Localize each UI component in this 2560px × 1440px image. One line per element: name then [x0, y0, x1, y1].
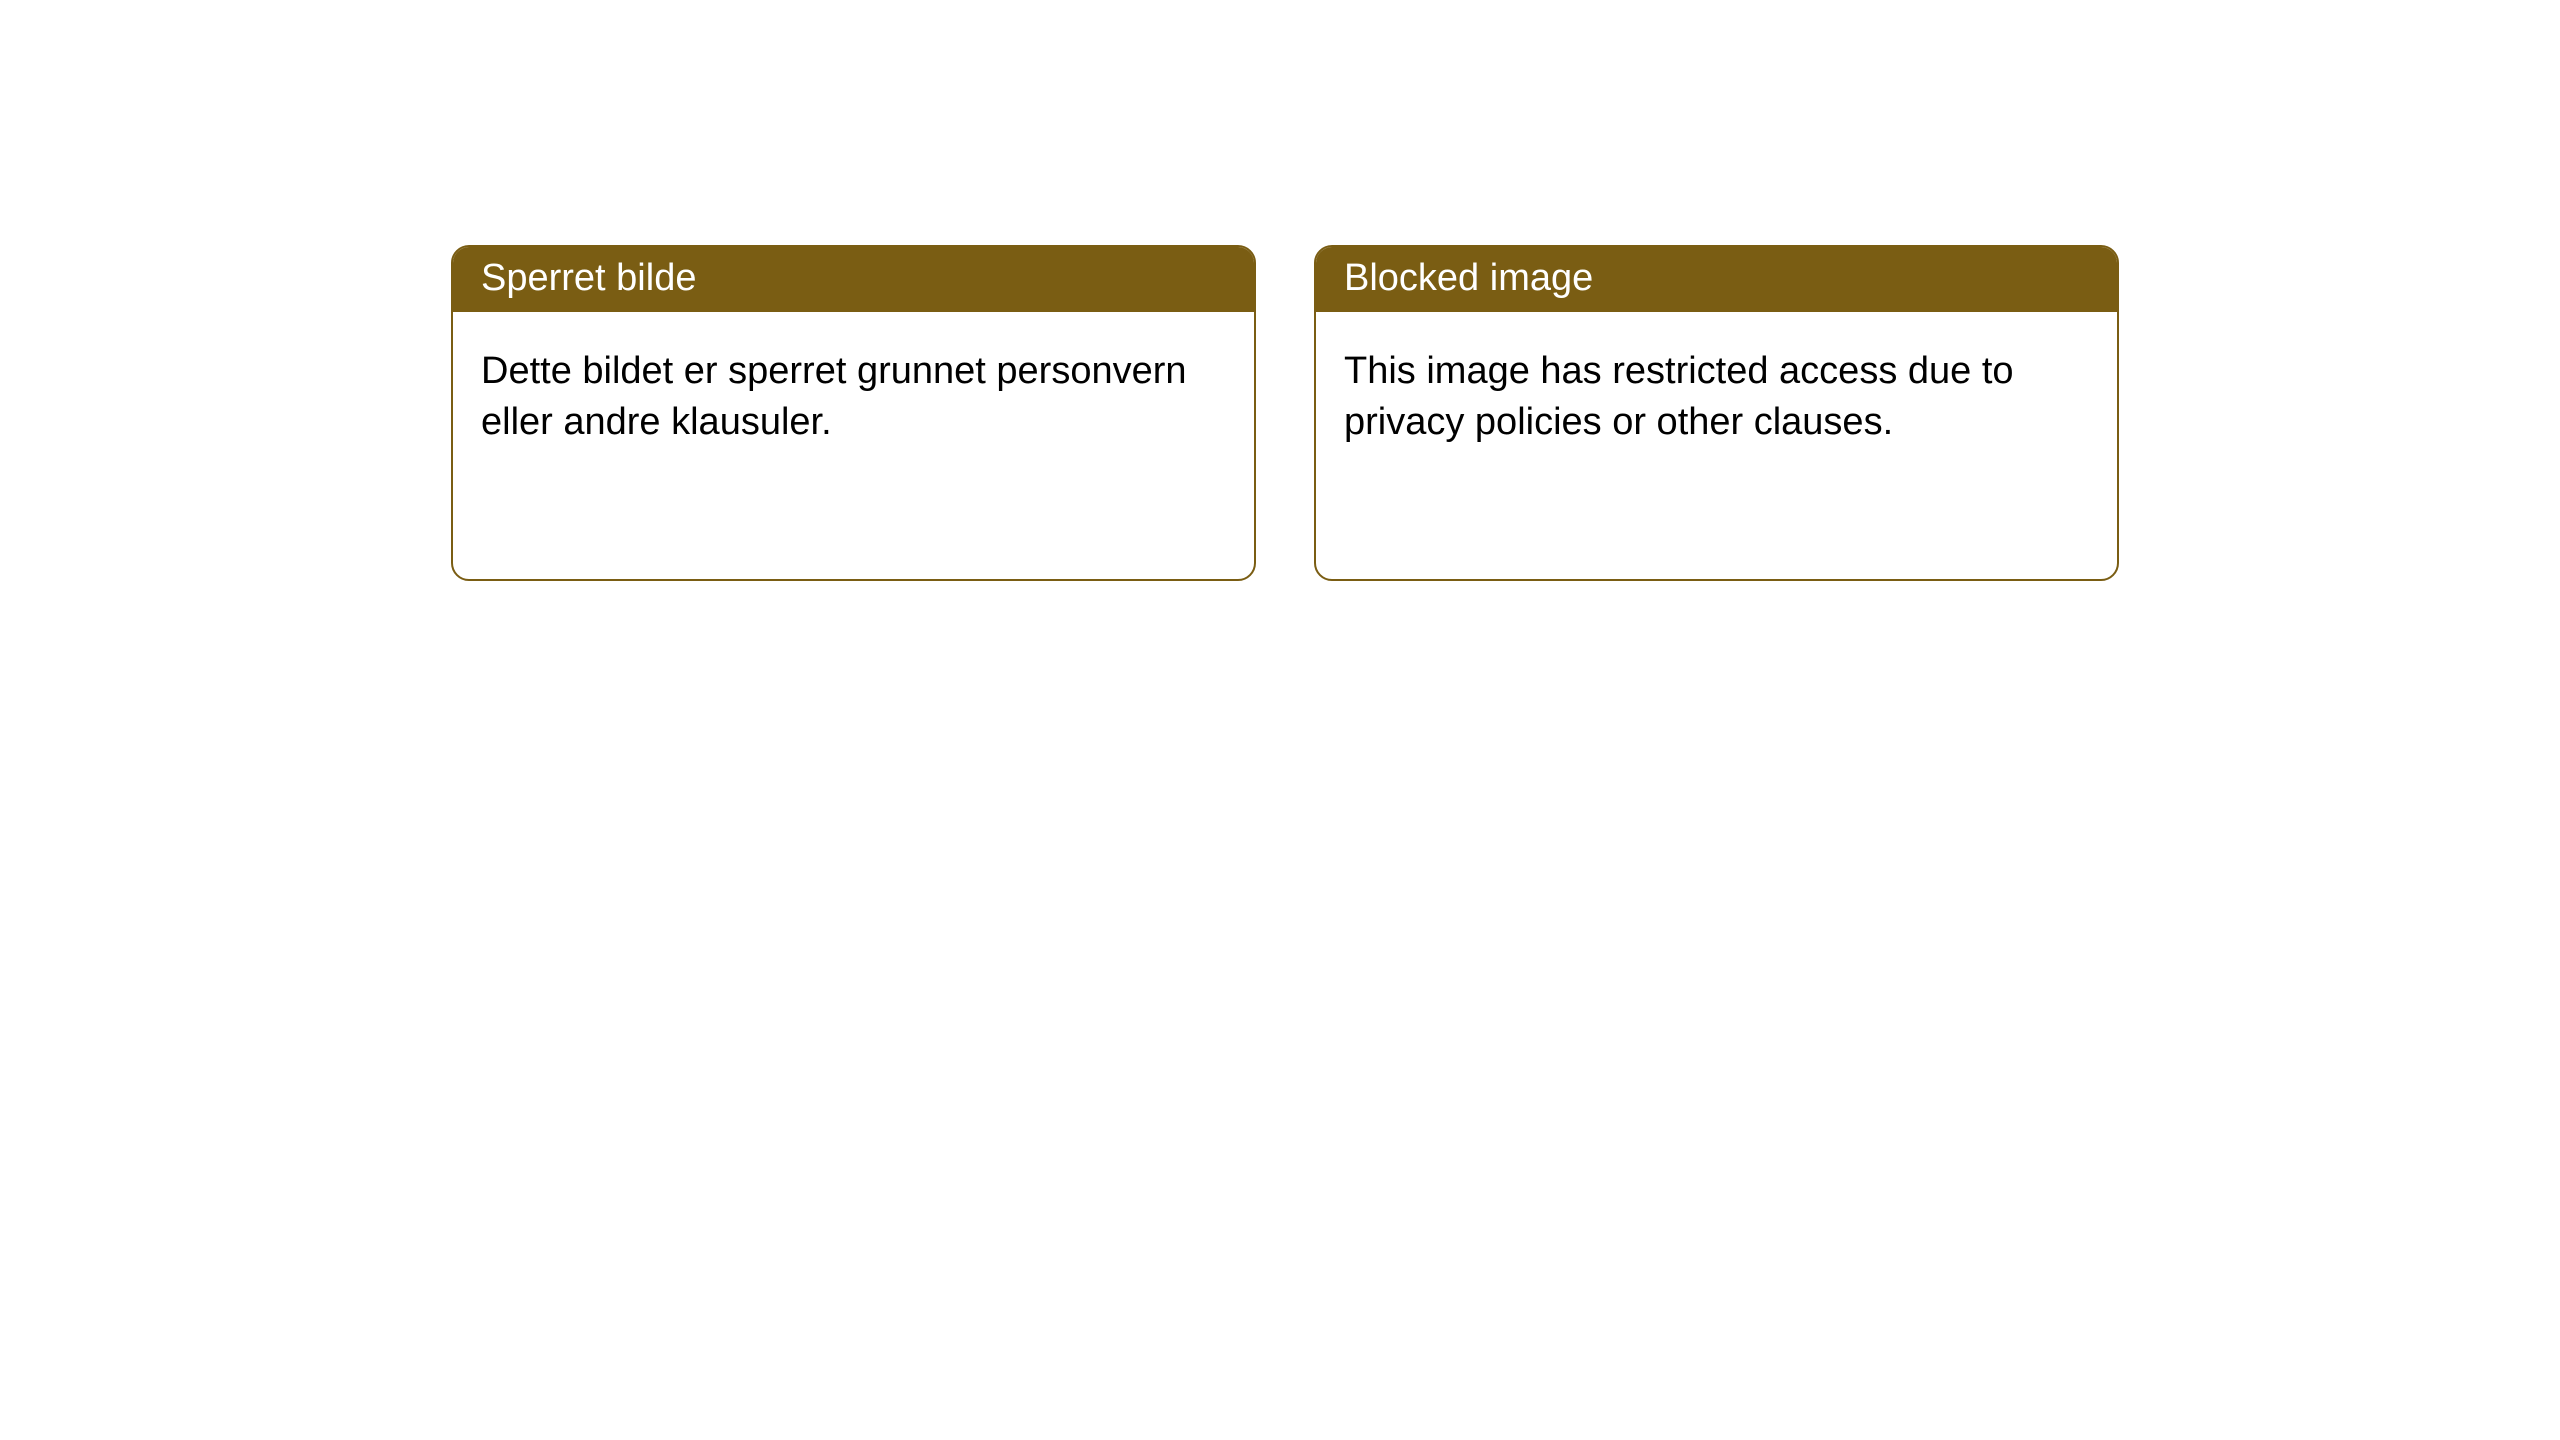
- card-body: Dette bildet er sperret grunnet personve…: [453, 312, 1254, 483]
- notice-card-norwegian: Sperret bilde Dette bildet er sperret gr…: [451, 245, 1256, 581]
- notice-container: Sperret bilde Dette bildet er sperret gr…: [0, 0, 2560, 581]
- card-body: This image has restricted access due to …: [1316, 312, 2117, 483]
- notice-card-english: Blocked image This image has restricted …: [1314, 245, 2119, 581]
- card-header: Blocked image: [1316, 247, 2117, 312]
- card-header: Sperret bilde: [453, 247, 1254, 312]
